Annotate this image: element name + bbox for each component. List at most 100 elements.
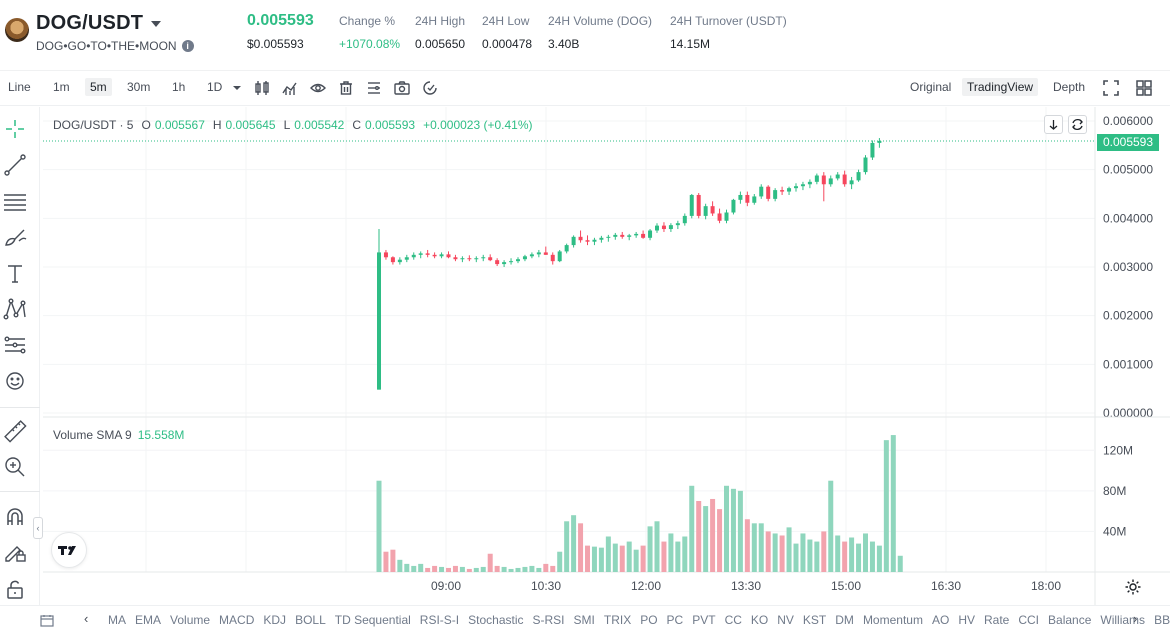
candle-body[interactable] xyxy=(446,254,451,258)
volume-bar[interactable] xyxy=(654,521,660,572)
candle-body[interactable] xyxy=(467,258,472,260)
candle-body[interactable] xyxy=(773,190,778,199)
volume-bar[interactable] xyxy=(890,435,896,572)
candle-body[interactable] xyxy=(634,233,639,236)
indicator-dm[interactable]: DM xyxy=(835,613,854,627)
interval-1h[interactable]: 1h xyxy=(172,80,186,94)
volume-bar[interactable] xyxy=(897,555,903,572)
volume-bar[interactable] xyxy=(404,563,410,572)
volume-bar[interactable] xyxy=(849,537,855,572)
candle-body[interactable] xyxy=(536,252,541,255)
volume-bar[interactable] xyxy=(640,545,646,572)
candle-body[interactable] xyxy=(543,252,548,255)
candle-body[interactable] xyxy=(425,253,430,255)
indicator-williams[interactable]: Williams xyxy=(1100,613,1146,627)
candle-body[interactable] xyxy=(759,186,764,197)
indicator-s-rsi[interactable]: S-RSI xyxy=(532,613,565,627)
candle-body[interactable] xyxy=(495,260,500,265)
trash-icon[interactable] xyxy=(337,79,355,97)
candle-body[interactable] xyxy=(488,257,493,261)
candle-body[interactable] xyxy=(599,237,604,240)
volume-bar[interactable] xyxy=(626,541,632,572)
candle-body[interactable] xyxy=(474,258,479,260)
volume-bar[interactable] xyxy=(536,567,542,572)
volume-bar[interactable] xyxy=(675,541,681,572)
candle-body[interactable] xyxy=(641,233,646,238)
volume-bar[interactable] xyxy=(772,533,778,572)
compare-icon[interactable] xyxy=(421,79,439,97)
indicator-rate[interactable]: Rate xyxy=(983,613,1010,627)
trend-line-icon[interactable] xyxy=(3,153,27,177)
candle-body[interactable] xyxy=(571,236,576,246)
interval-1m[interactable]: 1m xyxy=(53,80,70,94)
candle-body[interactable] xyxy=(439,254,444,257)
volume-bar[interactable] xyxy=(800,533,806,572)
candle-body[interactable] xyxy=(592,239,597,242)
candle-body[interactable] xyxy=(516,259,520,262)
volume-bar[interactable] xyxy=(473,567,479,572)
volume-bar[interactable] xyxy=(717,509,723,572)
candle-body[interactable] xyxy=(613,234,618,237)
zoom-in-icon[interactable] xyxy=(3,455,27,479)
candle-body[interactable] xyxy=(397,259,402,263)
volume-bar[interactable] xyxy=(779,535,785,572)
candle-body[interactable] xyxy=(668,225,673,230)
brush-icon[interactable] xyxy=(3,225,27,249)
candle-body[interactable] xyxy=(606,236,611,238)
info-icon[interactable]: i xyxy=(181,40,194,52)
candle-body[interactable] xyxy=(689,194,694,216)
volume-bar[interactable] xyxy=(515,567,521,572)
indicator-boll[interactable]: BOLL xyxy=(295,613,326,627)
volume-bar[interactable] xyxy=(876,545,882,572)
view-original[interactable]: Original xyxy=(910,80,952,94)
candle-body[interactable] xyxy=(383,252,388,258)
candle-body[interactable] xyxy=(703,206,708,216)
volume-bar[interactable] xyxy=(647,526,653,572)
volume-bar[interactable] xyxy=(737,490,743,572)
candle-body[interactable] xyxy=(578,236,583,241)
candle-body[interactable] xyxy=(655,225,659,231)
candle-body[interactable] xyxy=(752,196,757,203)
volume-bar[interactable] xyxy=(522,566,528,572)
candle-body[interactable] xyxy=(821,175,826,185)
volume-bar[interactable] xyxy=(543,563,549,572)
volume-bar[interactable] xyxy=(452,565,458,572)
download-button[interactable] xyxy=(1044,115,1063,134)
volume-bar[interactable] xyxy=(376,480,382,572)
volume-bar[interactable] xyxy=(835,535,841,572)
volume-bar[interactable] xyxy=(439,566,445,572)
interval-1d[interactable]: 1D xyxy=(207,80,223,94)
interval-30m[interactable]: 30m xyxy=(127,80,151,94)
candle-body[interactable] xyxy=(509,261,514,263)
candle-body[interactable] xyxy=(557,251,562,262)
scroll-right-icon[interactable]: › xyxy=(1133,611,1138,626)
candle-body[interactable] xyxy=(835,174,840,179)
candle-body[interactable] xyxy=(390,257,395,263)
indicator-ao[interactable]: AO xyxy=(931,613,950,627)
candle-body[interactable] xyxy=(870,142,875,158)
camera-icon[interactable] xyxy=(393,79,411,97)
volume-bar[interactable] xyxy=(508,568,514,572)
candle-body[interactable] xyxy=(807,181,812,185)
interval-line[interactable]: Line xyxy=(8,80,31,94)
indicator-ma[interactable]: MA xyxy=(108,613,126,627)
volume-bar[interactable] xyxy=(724,485,729,572)
candle-body[interactable] xyxy=(731,199,736,213)
candle-body[interactable] xyxy=(418,253,423,255)
candle-body[interactable] xyxy=(564,245,569,252)
volume-bar[interactable] xyxy=(425,567,431,572)
indicator-td-sequential[interactable]: TD Sequential xyxy=(334,613,411,627)
indicator-smi[interactable]: SMI xyxy=(573,613,595,627)
candle-body[interactable] xyxy=(502,262,507,265)
indicator-volume[interactable]: Volume xyxy=(170,613,211,627)
volume-bar[interactable] xyxy=(480,566,486,572)
volume-bar[interactable] xyxy=(821,531,827,572)
volume-bar[interactable] xyxy=(682,536,688,573)
volume-bar[interactable] xyxy=(397,559,403,572)
ruler-icon[interactable] xyxy=(3,419,27,443)
candle-body[interactable] xyxy=(675,223,680,226)
fullscreen-icon[interactable] xyxy=(1102,79,1120,97)
volume-bar[interactable] xyxy=(765,531,771,572)
volume-bar[interactable] xyxy=(703,506,709,572)
interval-5m[interactable]: 5m xyxy=(85,78,112,96)
